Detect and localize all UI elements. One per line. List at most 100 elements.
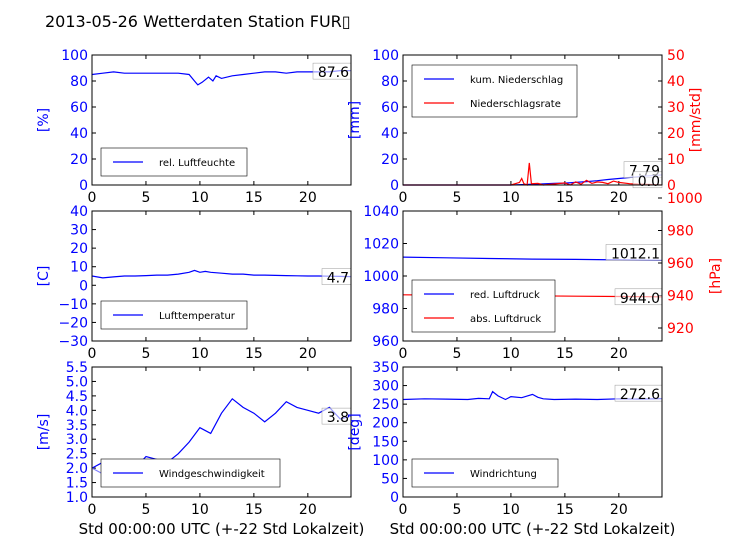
value-label: 272.6 (620, 387, 660, 403)
x-tick-label: 0 (88, 502, 97, 518)
y-tick-label: 3.0 (66, 432, 88, 448)
y-tick-label: 3.5 (66, 418, 88, 434)
x-tick-label: 20 (610, 190, 628, 206)
y-tick-label: 200 (372, 416, 399, 432)
x-tick-label: 20 (299, 190, 317, 206)
legend-box (411, 279, 556, 333)
value-label: 3.8 (327, 410, 349, 426)
y-tick-label: −30 (58, 334, 88, 350)
x-tick-label: 15 (556, 502, 574, 518)
y-axis-label-right: [mm/std] (688, 88, 704, 153)
legend: red. Luftdruck abs. Luftdruck (411, 279, 556, 333)
y-right-tick-label: 20 (667, 126, 685, 142)
legend: Windgeschwindigkeit (100, 458, 281, 488)
y-right-tick-label: 50 (667, 48, 685, 64)
y-tick-label: 40 (70, 204, 88, 220)
x-tick-label: 10 (191, 502, 209, 518)
x-tick-label: 10 (191, 190, 209, 206)
y-tick-label: 100 (372, 453, 399, 469)
y-tick-label: 5.0 (66, 374, 88, 390)
y-tick-label: 10 (70, 260, 88, 276)
y-tick-label: 5.5 (66, 360, 88, 376)
x-tick-label: 10 (502, 190, 520, 206)
y-tick-label: 4.5 (66, 389, 88, 405)
y-right-tick-label: 40 (667, 74, 685, 90)
y-right-tick-label: 940 (667, 289, 694, 305)
y-tick-label: 60 (381, 100, 399, 116)
y-tick-label: 0 (79, 178, 88, 194)
figure-title: 2013-05-26 Wetterdaten Station FUR▯ (45, 12, 351, 31)
x-tick-label: 0 (399, 190, 408, 206)
legend: kum. Niederschlag Niederschlagsrate (411, 64, 578, 118)
y-tick-label: 60 (70, 100, 88, 116)
y-axis-label: [%] (36, 108, 52, 132)
legend-label: Niederschlagsrate (470, 99, 561, 110)
plot-frame (91, 54, 352, 186)
legend-label: abs. Luftdruck (470, 314, 541, 325)
y-right-tick-label: 960 (667, 256, 694, 272)
x-tick-label: 5 (141, 502, 150, 518)
y-tick-label: 250 (372, 397, 399, 413)
y-axis-label: [deg] (347, 413, 363, 450)
value-label: 0.0 (638, 174, 660, 190)
y-tick-label: 1000 (363, 269, 399, 285)
y-tick-label: 50 (381, 471, 399, 487)
y-tick-label: 100 (61, 48, 88, 64)
x-tick-label: 15 (245, 346, 263, 362)
legend-label: red. Luftdruck (470, 290, 540, 301)
y-tick-label: 300 (372, 379, 399, 395)
y-axis-label: [mm] (347, 101, 363, 139)
y-tick-label: 0 (390, 178, 399, 194)
x-tick-label: 5 (141, 190, 150, 206)
x-tick-label: 15 (245, 190, 263, 206)
y-right-tick-label: 0 (667, 178, 676, 194)
x-tick-label: 10 (191, 346, 209, 362)
plot-frame (402, 54, 663, 186)
x-tick-label: 5 (452, 502, 461, 518)
x-tick-label: 0 (88, 346, 97, 362)
x-axis-label: Std 00:00:00 UTC (+-22 Std Lokalzeit) (79, 520, 365, 538)
x-tick-label: 10 (502, 346, 520, 362)
y-right-tick-label: 10 (667, 152, 685, 168)
series-line-windrichtung (402, 390, 663, 401)
y-tick-label: 4.0 (66, 403, 88, 419)
y-tick-label: 20 (70, 152, 88, 168)
y-tick-label: 350 (372, 360, 399, 376)
x-tick-label: 5 (452, 190, 461, 206)
x-tick-label: 10 (502, 502, 520, 518)
chart-panel-temperature: −30 −20 −10 0 10 20 30 40 0 5 10 15 20 [C] Lufttempera… (36, 204, 352, 362)
y-right-tick-label: 1000 (667, 191, 703, 207)
value-label: 4.7 (327, 271, 349, 287)
y-tick-label: 960 (372, 334, 399, 350)
plot-frame (91, 366, 352, 498)
y-tick-label: 0 (79, 278, 88, 294)
x-tick-label: 20 (610, 346, 628, 362)
plot-frame (402, 210, 663, 342)
series-line-niederschlagsrate (403, 162, 663, 186)
y-right-tick-label: 30 (667, 100, 685, 116)
y-axis-label: [m/s] (36, 414, 52, 451)
y-axis-label: [C] (36, 266, 52, 287)
y-tick-label: −10 (58, 297, 88, 313)
y-tick-label: 80 (381, 74, 399, 90)
y-tick-label: 20 (381, 152, 399, 168)
series-line-lufttemperatur (91, 269, 352, 279)
x-tick-label: 15 (556, 190, 574, 206)
x-tick-label: 0 (399, 346, 408, 362)
series-line-rel-luftfeuchte (91, 70, 351, 86)
x-tick-label: 0 (399, 502, 408, 518)
x-tick-label: 20 (610, 502, 628, 518)
x-tick-label: 20 (299, 346, 317, 362)
x-tick-label: 0 (88, 190, 97, 206)
value-label: 87.6 (318, 65, 349, 81)
y-tick-label: 150 (372, 434, 399, 450)
x-axis-label: Std 00:00:00 UTC (+-22 Std Lokalzeit) (390, 520, 676, 538)
x-tick-label: 5 (452, 346, 461, 362)
x-tick-label: 15 (245, 502, 263, 518)
y-right-tick-label: 920 (667, 321, 694, 337)
legend-label: Lufttemperatur (159, 311, 236, 322)
